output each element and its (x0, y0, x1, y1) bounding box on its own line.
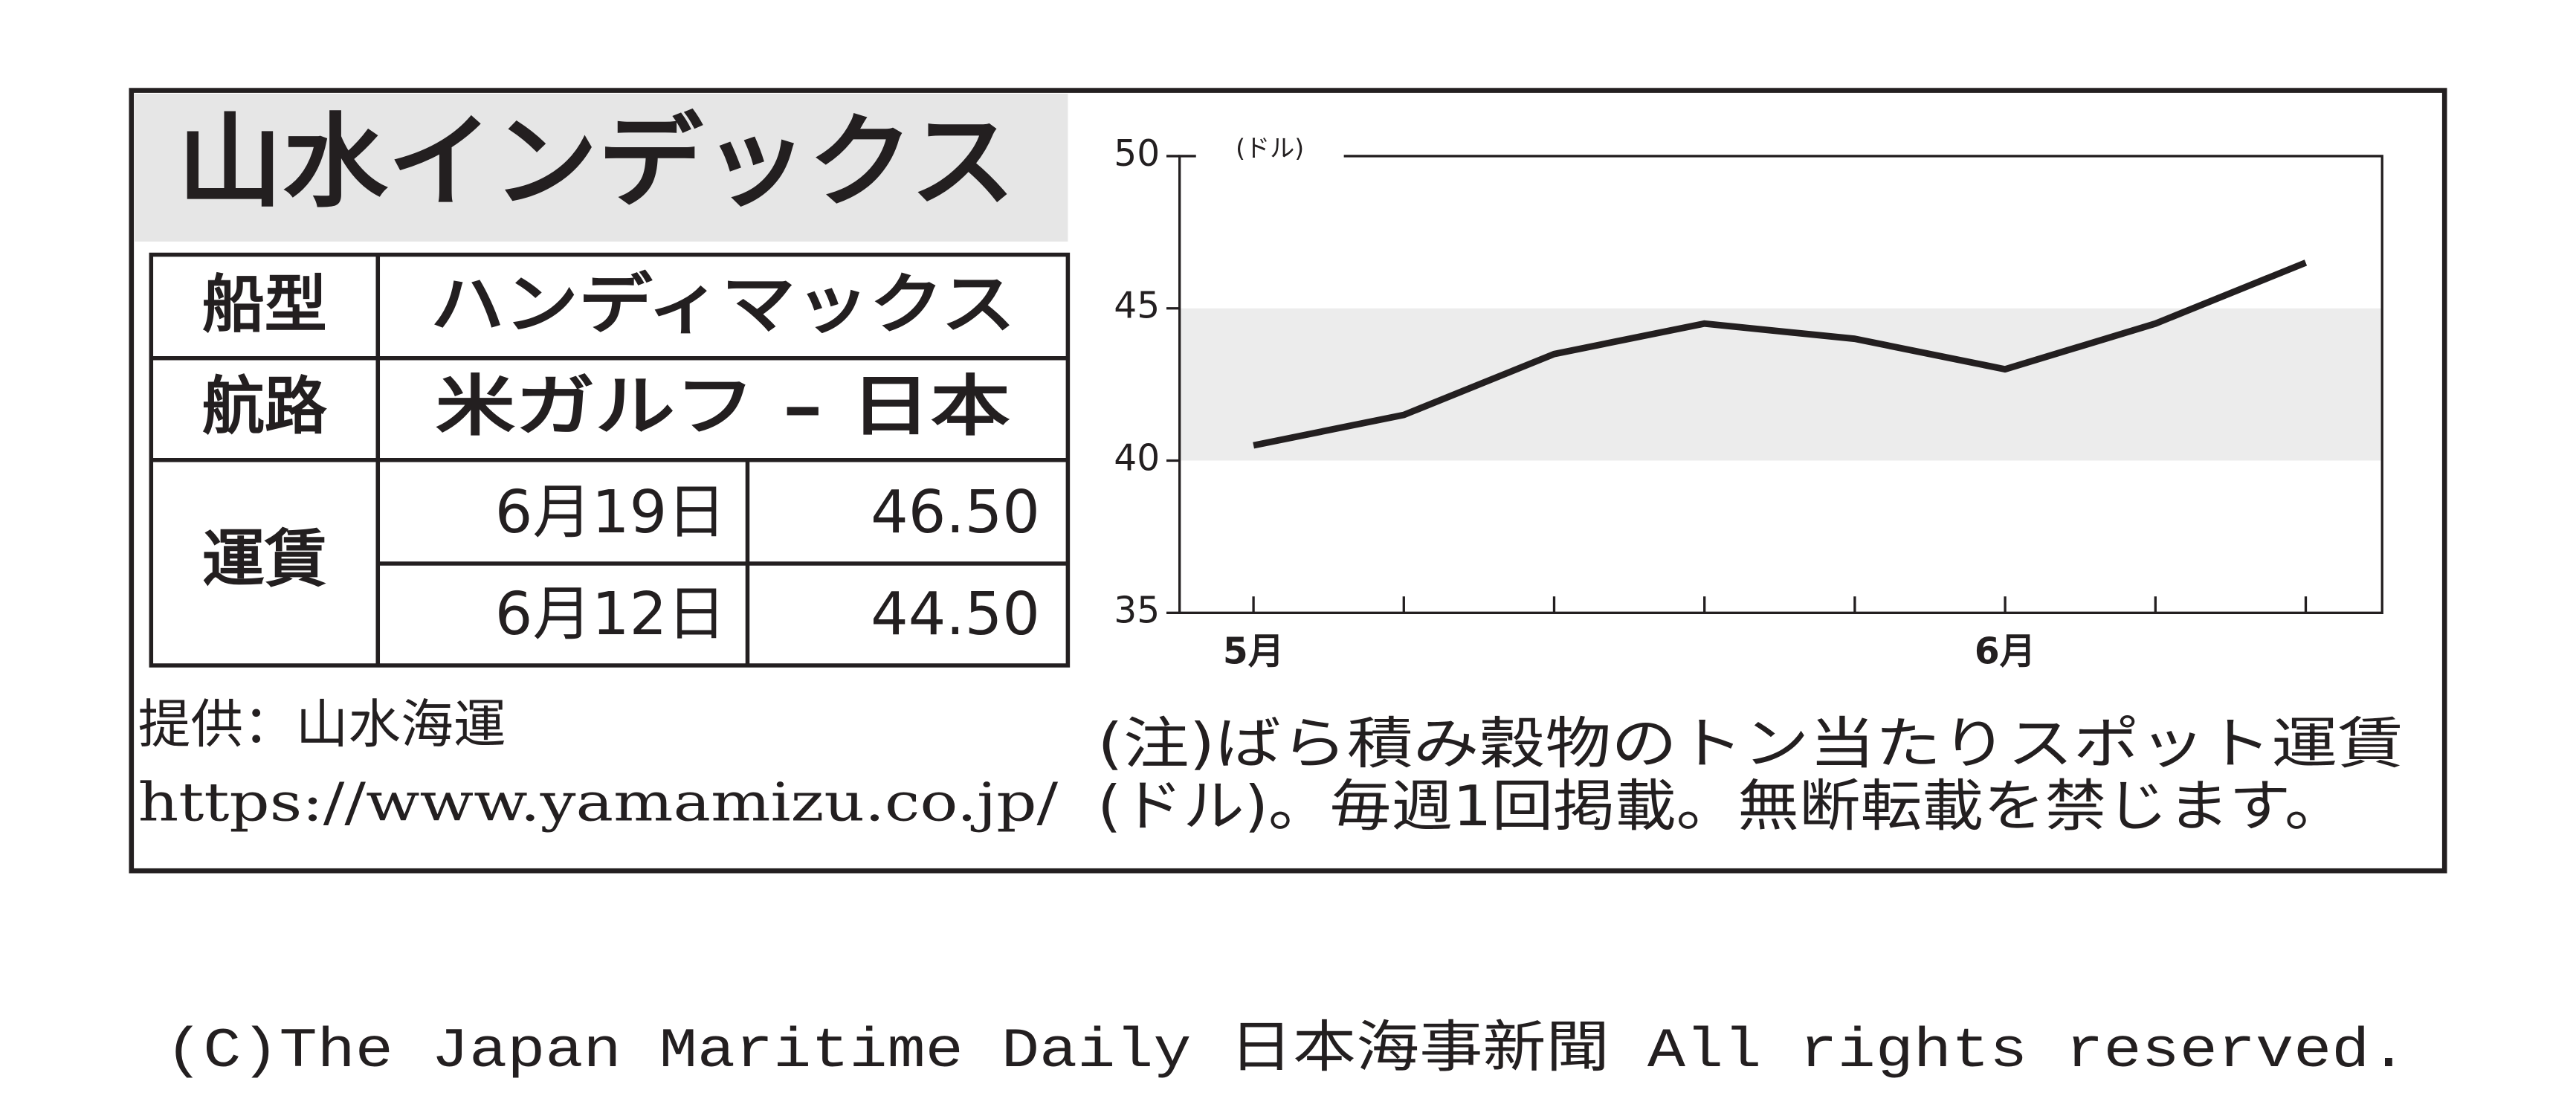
axis-frame (1178, 155, 2383, 614)
row-label: 航路 (202, 370, 328, 442)
row-value: 米ガルフ – 日本 (436, 368, 1010, 445)
fare-value: 46.50 (871, 477, 1040, 546)
copyright: (C)The Japan Maritime Daily 日本海事新聞 All r… (165, 1019, 2407, 1083)
chart: 35 40 45 50 (ドル) 5月 6月 (1114, 133, 2383, 673)
x-tick-label: 5月 (1223, 631, 1284, 673)
url: https://www.yamamizu.co.jp/ (138, 772, 1059, 833)
provider: 提供：山水海運 (138, 694, 506, 755)
y-tick-label: 40 (1114, 438, 1160, 480)
note: (ドル)。毎週1回掲載。無断転載を禁じます。 (1097, 773, 2346, 839)
y-tick-label: 45 (1114, 285, 1160, 327)
row-label: 船型 (202, 268, 327, 341)
fare-date: 6月19日 (495, 477, 726, 546)
table-grid (149, 252, 1071, 668)
title: 山水インデックス (178, 103, 1016, 222)
x-tick-label: 6月 (1975, 631, 2036, 673)
title-bg (135, 93, 1068, 242)
note: (注)ばら積み穀物のトン当たりスポット運賃 (1097, 711, 2404, 776)
data-line (1253, 259, 2308, 449)
y-tick-label: 50 (1114, 133, 1160, 175)
frame (129, 88, 2447, 874)
y-tick-label: 35 (1114, 590, 1160, 631)
y-axis-label: (ドル) (1236, 134, 1304, 163)
fare-date: 6月12日 (495, 579, 726, 648)
row-label: 運賃 (202, 523, 327, 596)
fare-value: 44.50 (871, 579, 1040, 648)
row-value: ハンディマックス (430, 266, 1016, 343)
